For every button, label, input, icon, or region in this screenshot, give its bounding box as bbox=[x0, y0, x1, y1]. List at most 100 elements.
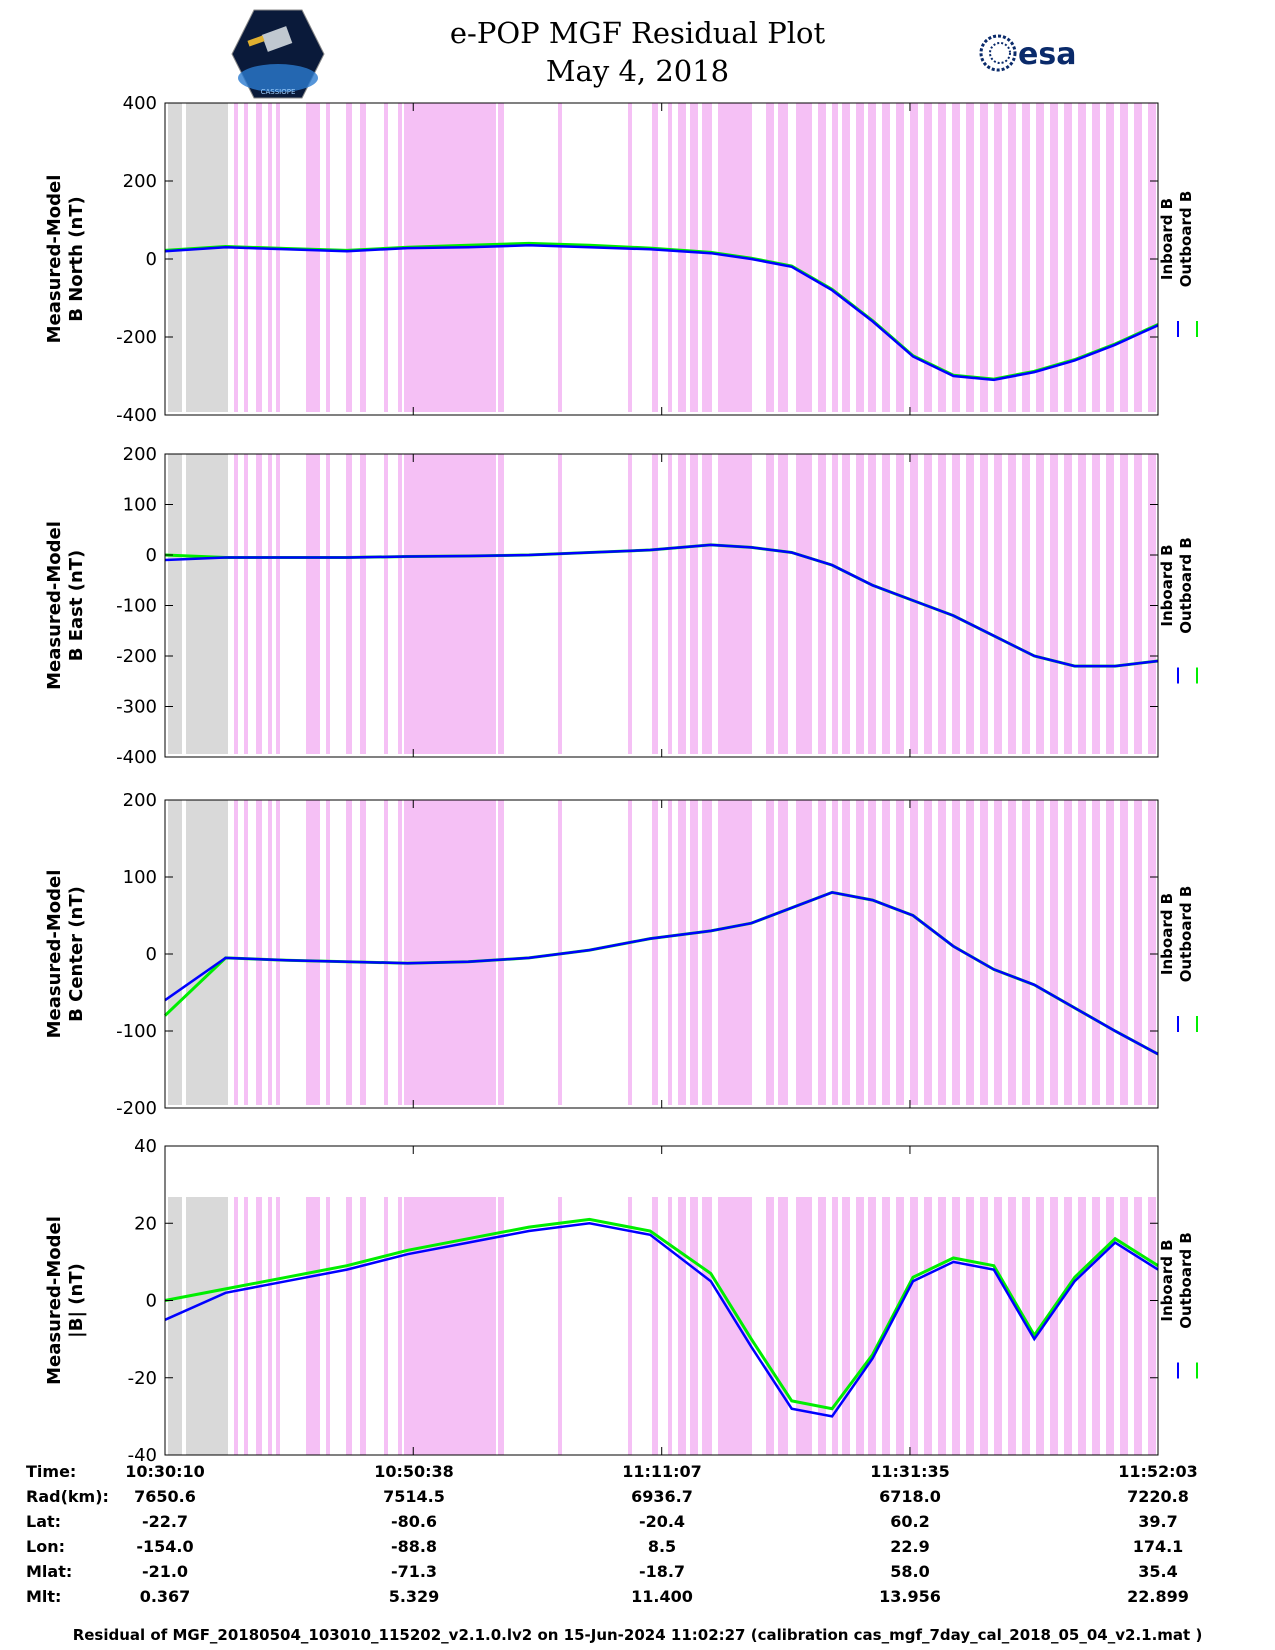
pink-band bbox=[1134, 103, 1142, 412]
pink-band bbox=[952, 1197, 960, 1455]
pink-band bbox=[966, 1197, 974, 1455]
y-tick-label: -100 bbox=[116, 1021, 157, 1042]
y-tick-label: 200 bbox=[123, 444, 157, 465]
plot-title-line1: e-POP MGF Residual Plot bbox=[449, 16, 826, 50]
pink-band bbox=[702, 1197, 712, 1455]
pink-band bbox=[952, 454, 960, 754]
pink-band bbox=[628, 454, 632, 754]
pink-band bbox=[796, 103, 812, 412]
pink-band bbox=[1148, 1197, 1156, 1455]
y-tick-label: -400 bbox=[116, 747, 157, 768]
pink-band bbox=[628, 1197, 632, 1455]
y-tick-label: 400 bbox=[123, 93, 157, 114]
info-value: -18.7 bbox=[638, 1562, 686, 1581]
legend-outboard-label: Outboard B bbox=[1177, 886, 1195, 983]
pink-band bbox=[306, 1197, 320, 1455]
y-axis-label: Measured-ModelB North (nT) bbox=[44, 175, 87, 344]
info-value: 8.5 bbox=[647, 1537, 677, 1556]
pink-band bbox=[346, 454, 352, 754]
gray-band bbox=[168, 800, 182, 1105]
pink-band bbox=[1036, 800, 1044, 1105]
pink-band bbox=[980, 454, 988, 754]
pink-band bbox=[326, 800, 330, 1105]
info-value: 58.0 bbox=[890, 1562, 930, 1581]
pink-band bbox=[910, 454, 918, 754]
pink-band bbox=[1050, 454, 1058, 754]
pink-band bbox=[1064, 454, 1072, 754]
legend-inboard-label: Inboard B bbox=[1158, 544, 1176, 626]
legend-inboard-label: Inboard B bbox=[1158, 1239, 1176, 1321]
legend-outboard-label: Outboard B bbox=[1177, 1232, 1195, 1329]
pink-band bbox=[868, 103, 876, 412]
pink-band bbox=[1120, 454, 1128, 754]
pink-band bbox=[924, 103, 932, 412]
y-tick-label: 0 bbox=[146, 249, 157, 270]
pink-band bbox=[1022, 454, 1030, 754]
pink-band bbox=[268, 800, 272, 1105]
pink-band bbox=[346, 800, 352, 1105]
pink-band bbox=[234, 103, 238, 412]
pink-band bbox=[766, 103, 774, 412]
pink-band bbox=[234, 454, 238, 754]
pink-band bbox=[778, 800, 788, 1105]
pink-band bbox=[910, 800, 918, 1105]
pink-band bbox=[832, 454, 838, 754]
pink-band bbox=[628, 800, 632, 1105]
pink-band bbox=[234, 1197, 238, 1455]
pink-band bbox=[628, 103, 632, 412]
pink-band bbox=[558, 1197, 562, 1455]
pink-band bbox=[276, 1197, 280, 1455]
pink-band bbox=[1022, 800, 1030, 1105]
pink-band bbox=[1050, 103, 1058, 412]
pink-band bbox=[256, 1197, 262, 1455]
pink-band bbox=[678, 454, 686, 754]
pink-band bbox=[1134, 454, 1142, 754]
pink-band bbox=[652, 454, 658, 754]
pink-band bbox=[1106, 103, 1114, 412]
pink-band bbox=[994, 454, 1002, 754]
y-tick-label: 0 bbox=[146, 1291, 157, 1312]
pink-band bbox=[326, 103, 330, 412]
info-row-time: Time: 10:30:10 10:50:38 11:11:07 11:31:35 11:… bbox=[0, 1462, 1275, 1486]
pink-band bbox=[938, 454, 946, 754]
info-value: 7220.8 bbox=[1127, 1487, 1189, 1506]
esa-logo: esa bbox=[979, 34, 1076, 72]
pink-band bbox=[1078, 1197, 1086, 1455]
pink-band bbox=[856, 1197, 864, 1455]
y-tick-label: 200 bbox=[123, 790, 157, 811]
pink-band bbox=[778, 1197, 788, 1455]
pink-band bbox=[1050, 800, 1058, 1105]
info-value: 13.956 bbox=[879, 1587, 941, 1606]
pink-band bbox=[778, 454, 788, 754]
legend-outboard-label: Outboard B bbox=[1177, 191, 1195, 288]
pink-band bbox=[256, 103, 262, 412]
pink-band bbox=[842, 103, 850, 412]
info-value: 7514.5 bbox=[383, 1487, 445, 1506]
pink-band bbox=[1050, 1197, 1058, 1455]
y-tick-label: 20 bbox=[134, 1213, 157, 1234]
pink-band bbox=[360, 1197, 366, 1455]
pink-band bbox=[994, 1197, 1002, 1455]
info-value: 174.1 bbox=[1132, 1537, 1184, 1556]
pink-band bbox=[1092, 103, 1100, 412]
pink-band bbox=[1008, 1197, 1016, 1455]
pink-band bbox=[558, 103, 562, 412]
pink-band bbox=[384, 800, 388, 1105]
y-tick-label: 40 bbox=[134, 1136, 157, 1157]
pink-band bbox=[1092, 800, 1100, 1105]
pink-band bbox=[276, 800, 280, 1105]
pink-band bbox=[678, 800, 686, 1105]
gray-band bbox=[186, 1197, 228, 1455]
pink-band bbox=[472, 800, 476, 1105]
info-value: 22.899 bbox=[1127, 1587, 1189, 1606]
pink-band bbox=[938, 1197, 946, 1455]
info-value: -21.0 bbox=[141, 1562, 189, 1581]
pink-band bbox=[718, 800, 752, 1105]
pink-band bbox=[244, 1197, 248, 1455]
pink-band bbox=[690, 800, 698, 1105]
pink-band bbox=[818, 454, 826, 754]
pink-band bbox=[766, 800, 774, 1105]
pink-band bbox=[1106, 454, 1114, 754]
pink-band bbox=[398, 454, 402, 754]
pink-band bbox=[1106, 1197, 1114, 1455]
